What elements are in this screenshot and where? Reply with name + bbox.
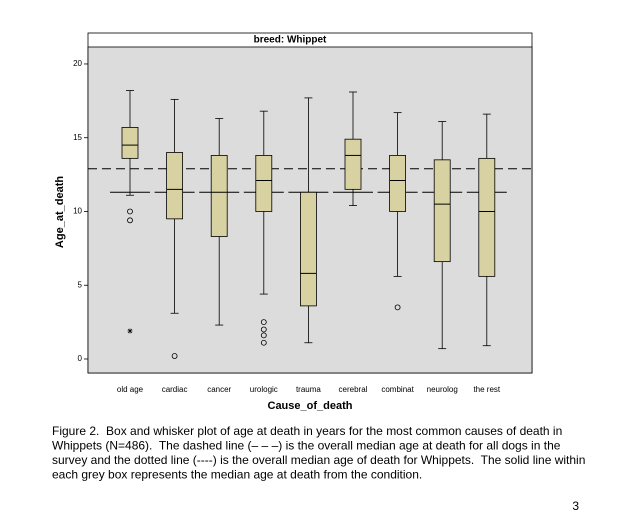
caption: Figure 2. Box and whisker plot of age at… bbox=[52, 424, 585, 482]
caption-line: each grey box represents the median age … bbox=[52, 468, 422, 482]
x-tick-label: cerebral bbox=[339, 385, 368, 394]
y-tick-label: 5 bbox=[78, 280, 83, 289]
chart-title: breed: Whippet bbox=[254, 35, 327, 46]
x-tick-label: cardiac bbox=[162, 385, 188, 394]
caption-line: survey and the dotted line (----) is the… bbox=[52, 453, 585, 467]
y-tick-label: 10 bbox=[73, 207, 82, 216]
x-tick-label: the rest bbox=[473, 385, 500, 394]
outlier bbox=[260, 319, 267, 326]
caption-line: Figure 2. Box and whisker plot of age at… bbox=[52, 424, 562, 438]
x-axis-label: Cause_of_death bbox=[268, 400, 353, 412]
y-tick-label: 0 bbox=[78, 354, 83, 363]
x-tick-label: neurolog bbox=[427, 385, 458, 394]
outlier bbox=[260, 332, 267, 339]
box bbox=[255, 155, 273, 212]
box bbox=[210, 155, 228, 237]
box bbox=[121, 126, 139, 159]
box bbox=[433, 159, 451, 263]
outlier bbox=[394, 304, 401, 311]
box bbox=[299, 191, 317, 307]
box bbox=[389, 155, 407, 212]
box bbox=[166, 152, 184, 220]
x-tick-label: cancer bbox=[207, 385, 231, 394]
outlier bbox=[127, 208, 133, 215]
outlier bbox=[260, 326, 267, 333]
y-axis-label: Age_at_death bbox=[54, 176, 66, 248]
extreme bbox=[127, 328, 133, 334]
outlier bbox=[171, 353, 178, 359]
box bbox=[478, 157, 496, 277]
x-tick-label: urologic bbox=[250, 385, 278, 394]
caption-line: Whippets (N=486). The dashed line (– – –… bbox=[52, 439, 561, 453]
y-tick-label: 15 bbox=[73, 133, 82, 142]
outlier bbox=[260, 339, 267, 346]
box bbox=[344, 138, 362, 190]
outlier bbox=[127, 217, 133, 224]
page-number: 3 bbox=[572, 499, 579, 513]
x-tick-label: trauma bbox=[296, 385, 321, 394]
x-tick-label: combinat bbox=[381, 385, 414, 394]
y-tick-label: 20 bbox=[73, 59, 82, 68]
x-tick-label: old age bbox=[117, 385, 144, 394]
